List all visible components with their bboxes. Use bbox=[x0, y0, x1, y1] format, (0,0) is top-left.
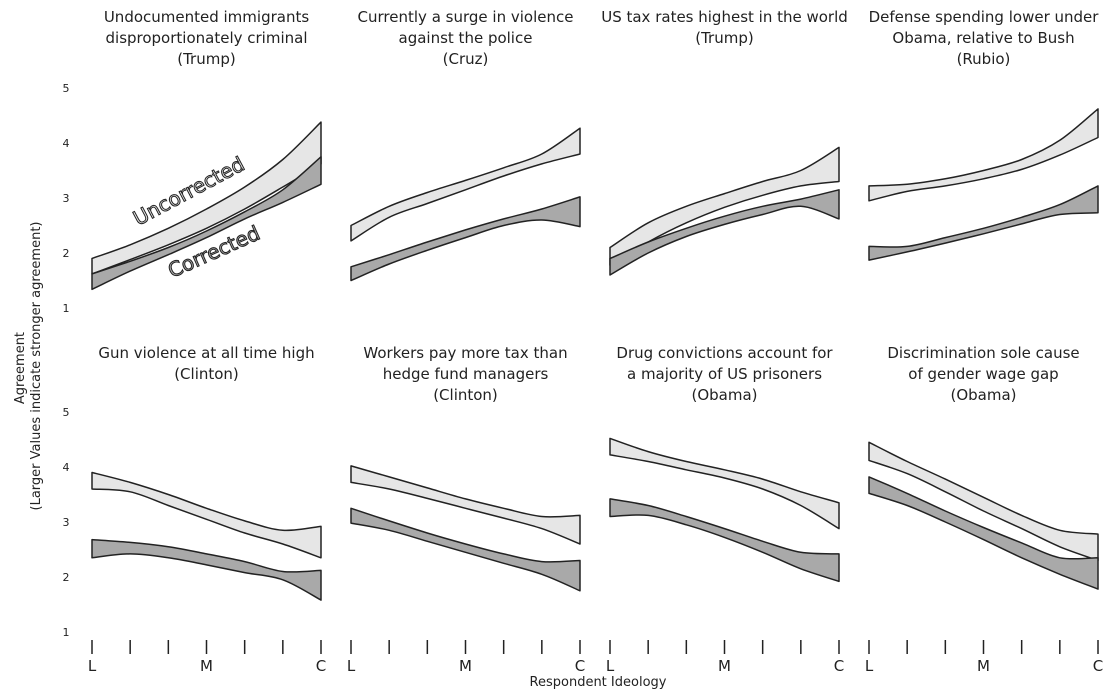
panel-title-line: Drug convictions account for bbox=[616, 344, 833, 362]
x-tick-label: L bbox=[865, 657, 874, 675]
panel-title-line: US tax rates highest in the world bbox=[601, 8, 848, 26]
uncorrected-band bbox=[350, 127, 581, 242]
x-tick-label: C bbox=[316, 657, 326, 675]
panel-title-line: disproportionately criminal bbox=[106, 29, 308, 47]
panel-4: Defense spending lower under Obama, relat… bbox=[868, 8, 1100, 261]
y-tick-label: 1 bbox=[63, 626, 70, 639]
x-tick-label: C bbox=[834, 657, 844, 675]
panel-title-line: (Trump) bbox=[695, 29, 753, 47]
corrected-band bbox=[609, 189, 840, 276]
x-tick-label: L bbox=[88, 657, 97, 675]
panel-title-line: Defense spending lower under bbox=[869, 8, 1100, 26]
uncorrected-band bbox=[350, 465, 581, 545]
y-axis-label-line2: (Larger Values indicate stronger agreeme… bbox=[29, 222, 44, 511]
corrected-band bbox=[91, 538, 322, 601]
y-tick-label: 4 bbox=[63, 461, 70, 474]
x-tick-label: C bbox=[575, 657, 585, 675]
panel-title-line: against the police bbox=[399, 29, 533, 47]
x-axis-label: Respondent Ideology bbox=[530, 675, 667, 690]
panel-title-line: Currently a surge in violence bbox=[358, 8, 574, 26]
y-axis-label: Agreement (Larger Values indicate strong… bbox=[13, 222, 44, 511]
panel-title-line: Discrimination sole cause bbox=[887, 344, 1079, 362]
panel-title-line: (Cruz) bbox=[443, 50, 489, 68]
panel-title-line: Gun violence at all time high bbox=[98, 344, 314, 362]
corrected-band bbox=[350, 507, 581, 592]
y-tick-label: 2 bbox=[63, 247, 70, 260]
uncorrected-band bbox=[91, 471, 322, 559]
uncorrected-band bbox=[609, 437, 840, 530]
corrected-band bbox=[868, 185, 1099, 261]
y-tick-label: 3 bbox=[63, 516, 70, 529]
panel-title-line: Undocumented immigrants bbox=[104, 8, 310, 26]
panel-title-line: a majority of US prisoners bbox=[627, 365, 822, 383]
panel-7: Drug convictions account for a majority o… bbox=[606, 344, 844, 675]
y-tick-label: 4 bbox=[63, 137, 70, 150]
panel-title-line: Obama, relative to Bush bbox=[892, 29, 1074, 47]
y-tick-label: 3 bbox=[63, 192, 70, 205]
panel-1: Undocumented immigrants disproportionatel… bbox=[63, 8, 322, 315]
y-axis-label-line1: Agreement bbox=[13, 332, 28, 404]
panel-2: Currently a surge in violence against the… bbox=[350, 8, 581, 282]
panel-5: Gun violence at all time high (Clinton) 1 2… bbox=[63, 344, 327, 675]
x-tick-label: M bbox=[459, 657, 472, 675]
uncorrected-band bbox=[868, 108, 1099, 202]
x-tick-label: L bbox=[606, 657, 615, 675]
x-tick-label: M bbox=[200, 657, 213, 675]
x-tick-label: M bbox=[977, 657, 990, 675]
corrected-band bbox=[868, 476, 1099, 590]
y-tick-label: 5 bbox=[63, 406, 70, 419]
panel-title-line: of gender wage gap bbox=[908, 365, 1058, 383]
panel-8: Discrimination sole cause of gender wage … bbox=[865, 344, 1103, 675]
y-tick-label: 1 bbox=[63, 302, 70, 315]
panel-title-line: (Obama) bbox=[950, 386, 1016, 404]
panel-3: US tax rates highest in the world (Trump) bbox=[601, 8, 848, 276]
y-tick-label: 2 bbox=[63, 571, 70, 584]
panel-title-line: Workers pay more tax than bbox=[363, 344, 567, 362]
panel-title-line: (Trump) bbox=[177, 50, 235, 68]
panel-6: Workers pay more tax than hedge fund mana… bbox=[347, 344, 585, 675]
y-tick-label: 5 bbox=[63, 82, 70, 95]
corrected-band bbox=[609, 498, 840, 583]
panel-title-line: (Clinton) bbox=[433, 386, 498, 404]
panel-title-line: (Obama) bbox=[691, 386, 757, 404]
panel-title-line: hedge fund managers bbox=[383, 365, 549, 383]
panel-title-line: (Clinton) bbox=[174, 365, 239, 383]
uncorrected-band bbox=[609, 146, 840, 266]
corrected-band bbox=[91, 156, 322, 291]
chart-panels: Undocumented immigrants disproportionatel… bbox=[63, 8, 1104, 675]
corrected-band bbox=[350, 196, 581, 282]
x-tick-label: L bbox=[347, 657, 356, 675]
x-tick-label: M bbox=[718, 657, 731, 675]
panel-title-line: (Rubio) bbox=[957, 50, 1011, 68]
x-tick-label: C bbox=[1093, 657, 1103, 675]
